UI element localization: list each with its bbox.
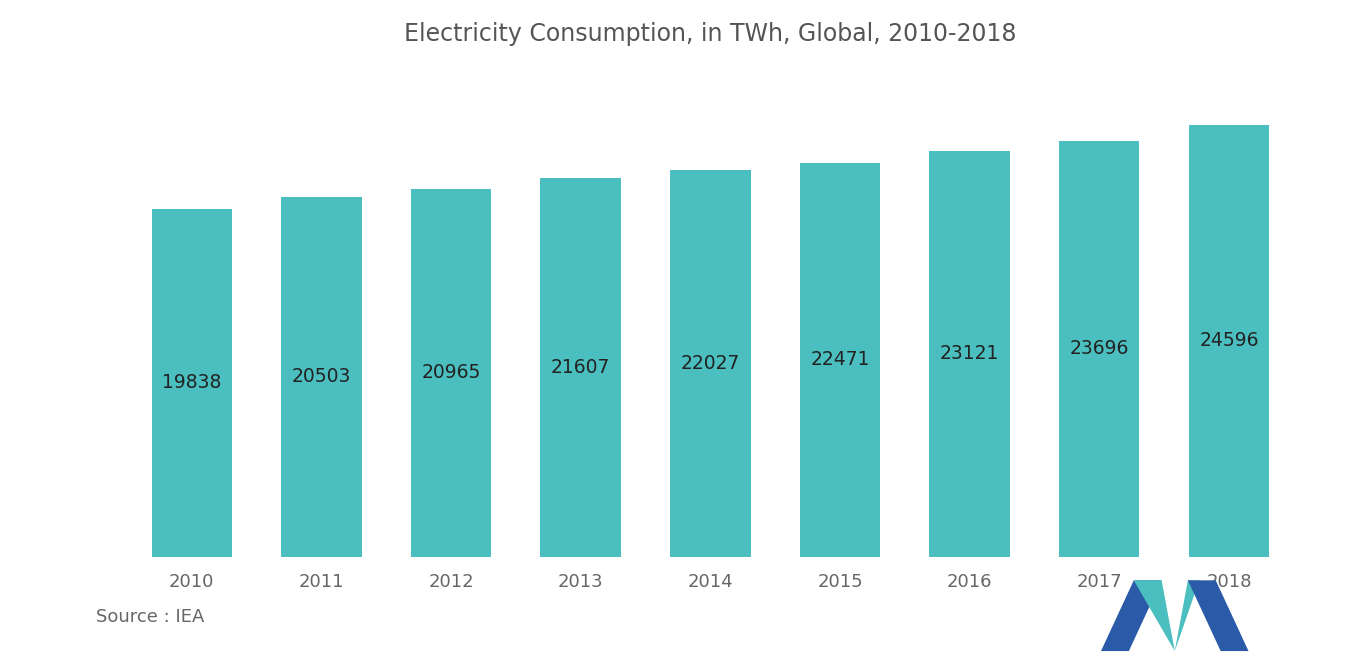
Bar [1059, 141, 1139, 557]
Title: Electricity Consumption, in TWh, Global, 2010-2018: Electricity Consumption, in TWh, Global,… [404, 22, 1016, 45]
Text: Source : IEA: Source : IEA [96, 608, 204, 626]
Bar [411, 189, 492, 557]
Text: 20965: 20965 [421, 364, 481, 383]
Text: 20503: 20503 [292, 367, 351, 386]
Bar [1188, 125, 1269, 557]
Text: 22027: 22027 [680, 354, 740, 373]
Polygon shape [1134, 580, 1175, 651]
Text: 24596: 24596 [1199, 331, 1258, 350]
Text: 22471: 22471 [810, 350, 870, 369]
Bar [929, 151, 1009, 557]
Bar [671, 170, 750, 557]
Bar [799, 162, 880, 557]
Bar [152, 209, 232, 557]
Polygon shape [1175, 580, 1199, 651]
Text: 23121: 23121 [940, 345, 1000, 364]
Text: 21607: 21607 [550, 358, 611, 377]
Text: 23696: 23696 [1070, 339, 1128, 358]
Polygon shape [1188, 580, 1249, 651]
Bar [541, 178, 622, 557]
Bar [281, 197, 362, 557]
Polygon shape [1101, 580, 1161, 651]
Text: 19838: 19838 [163, 373, 221, 392]
